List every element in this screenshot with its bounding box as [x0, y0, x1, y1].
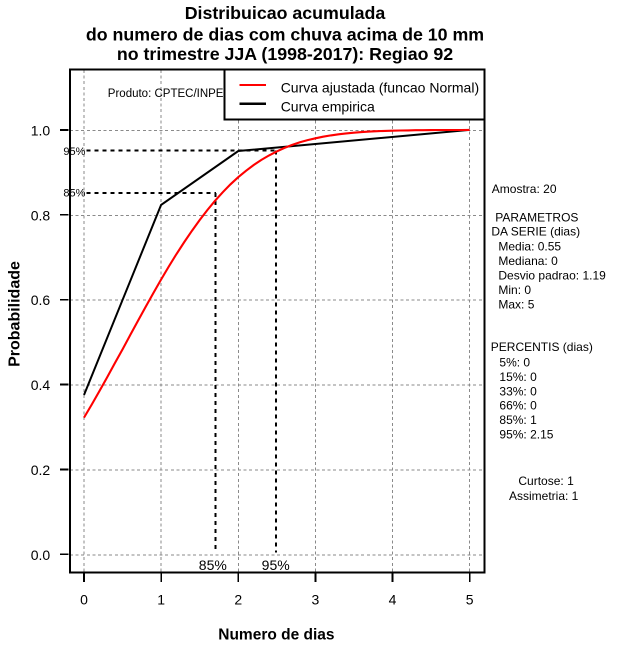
- svg-text:Min: 0: Min: 0: [498, 283, 531, 297]
- svg-text:Curva empirica: Curva empirica: [281, 98, 375, 114]
- svg-text:Mediana: 0: Mediana: 0: [498, 254, 558, 268]
- svg-text:66%: 0: 66%: 0: [499, 399, 537, 413]
- svg-text:85%: 1: 85%: 1: [499, 413, 537, 427]
- svg-text:0.8: 0.8: [31, 207, 51, 223]
- svg-text:0.2: 0.2: [31, 462, 51, 478]
- svg-text:Media: 0.55: Media: 0.55: [498, 240, 561, 254]
- svg-text:95%: 2.15: 95%: 2.15: [499, 428, 553, 442]
- svg-text:0.4: 0.4: [31, 377, 51, 393]
- svg-text:Curtose: 1: Curtose: 1: [518, 474, 574, 488]
- svg-text:Amostra: 20: Amostra: 20: [492, 182, 557, 196]
- svg-text:3: 3: [312, 591, 320, 607]
- svg-text:2: 2: [234, 591, 242, 607]
- svg-text:5%: 0: 5%: 0: [499, 355, 530, 369]
- svg-text:4: 4: [389, 591, 397, 607]
- svg-text:do numero de dias com chuva ac: do numero de dias com chuva acima de 10 …: [86, 24, 484, 44]
- svg-text:Max: 5: Max: 5: [498, 298, 534, 312]
- svg-text:85%: 85%: [199, 557, 227, 573]
- svg-text:Curva ajustada (funcao Normal): Curva ajustada (funcao Normal): [281, 79, 479, 95]
- svg-text:Probabilidade: Probabilidade: [7, 261, 24, 367]
- svg-text:PERCENTIS (dias): PERCENTIS (dias): [491, 340, 593, 354]
- svg-text:5: 5: [466, 591, 474, 607]
- svg-text:95%: 95%: [262, 557, 290, 573]
- svg-text:1: 1: [157, 591, 165, 607]
- svg-text:Distribuicao acumulada: Distribuicao acumulada: [185, 3, 386, 23]
- svg-text:95%: 95%: [63, 146, 85, 158]
- svg-text:Desvio padrao: 1.19: Desvio padrao: 1.19: [498, 269, 606, 283]
- svg-text:0: 0: [80, 591, 88, 607]
- svg-text:15%: 0: 15%: 0: [499, 370, 537, 384]
- svg-text:Assimetria: 1: Assimetria: 1: [509, 489, 579, 503]
- svg-text:33%: 0: 33%: 0: [499, 384, 537, 398]
- svg-text:1.0: 1.0: [31, 123, 51, 139]
- svg-text:DA SERIE (dias): DA SERIE (dias): [491, 225, 580, 239]
- svg-text:Produto: CPTEC/INPE: Produto: CPTEC/INPE: [108, 88, 224, 100]
- svg-text:0.6: 0.6: [31, 292, 51, 308]
- svg-text:PARAMETROS: PARAMETROS: [495, 210, 578, 224]
- svg-text:Numero de dias: Numero de dias: [218, 626, 334, 643]
- svg-text:85%: 85%: [63, 188, 85, 200]
- svg-text:no trimestre JJA (1998-2017):: no trimestre JJA (1998-2017): Regiao 92: [117, 44, 453, 64]
- svg-text:0.0: 0.0: [31, 547, 51, 563]
